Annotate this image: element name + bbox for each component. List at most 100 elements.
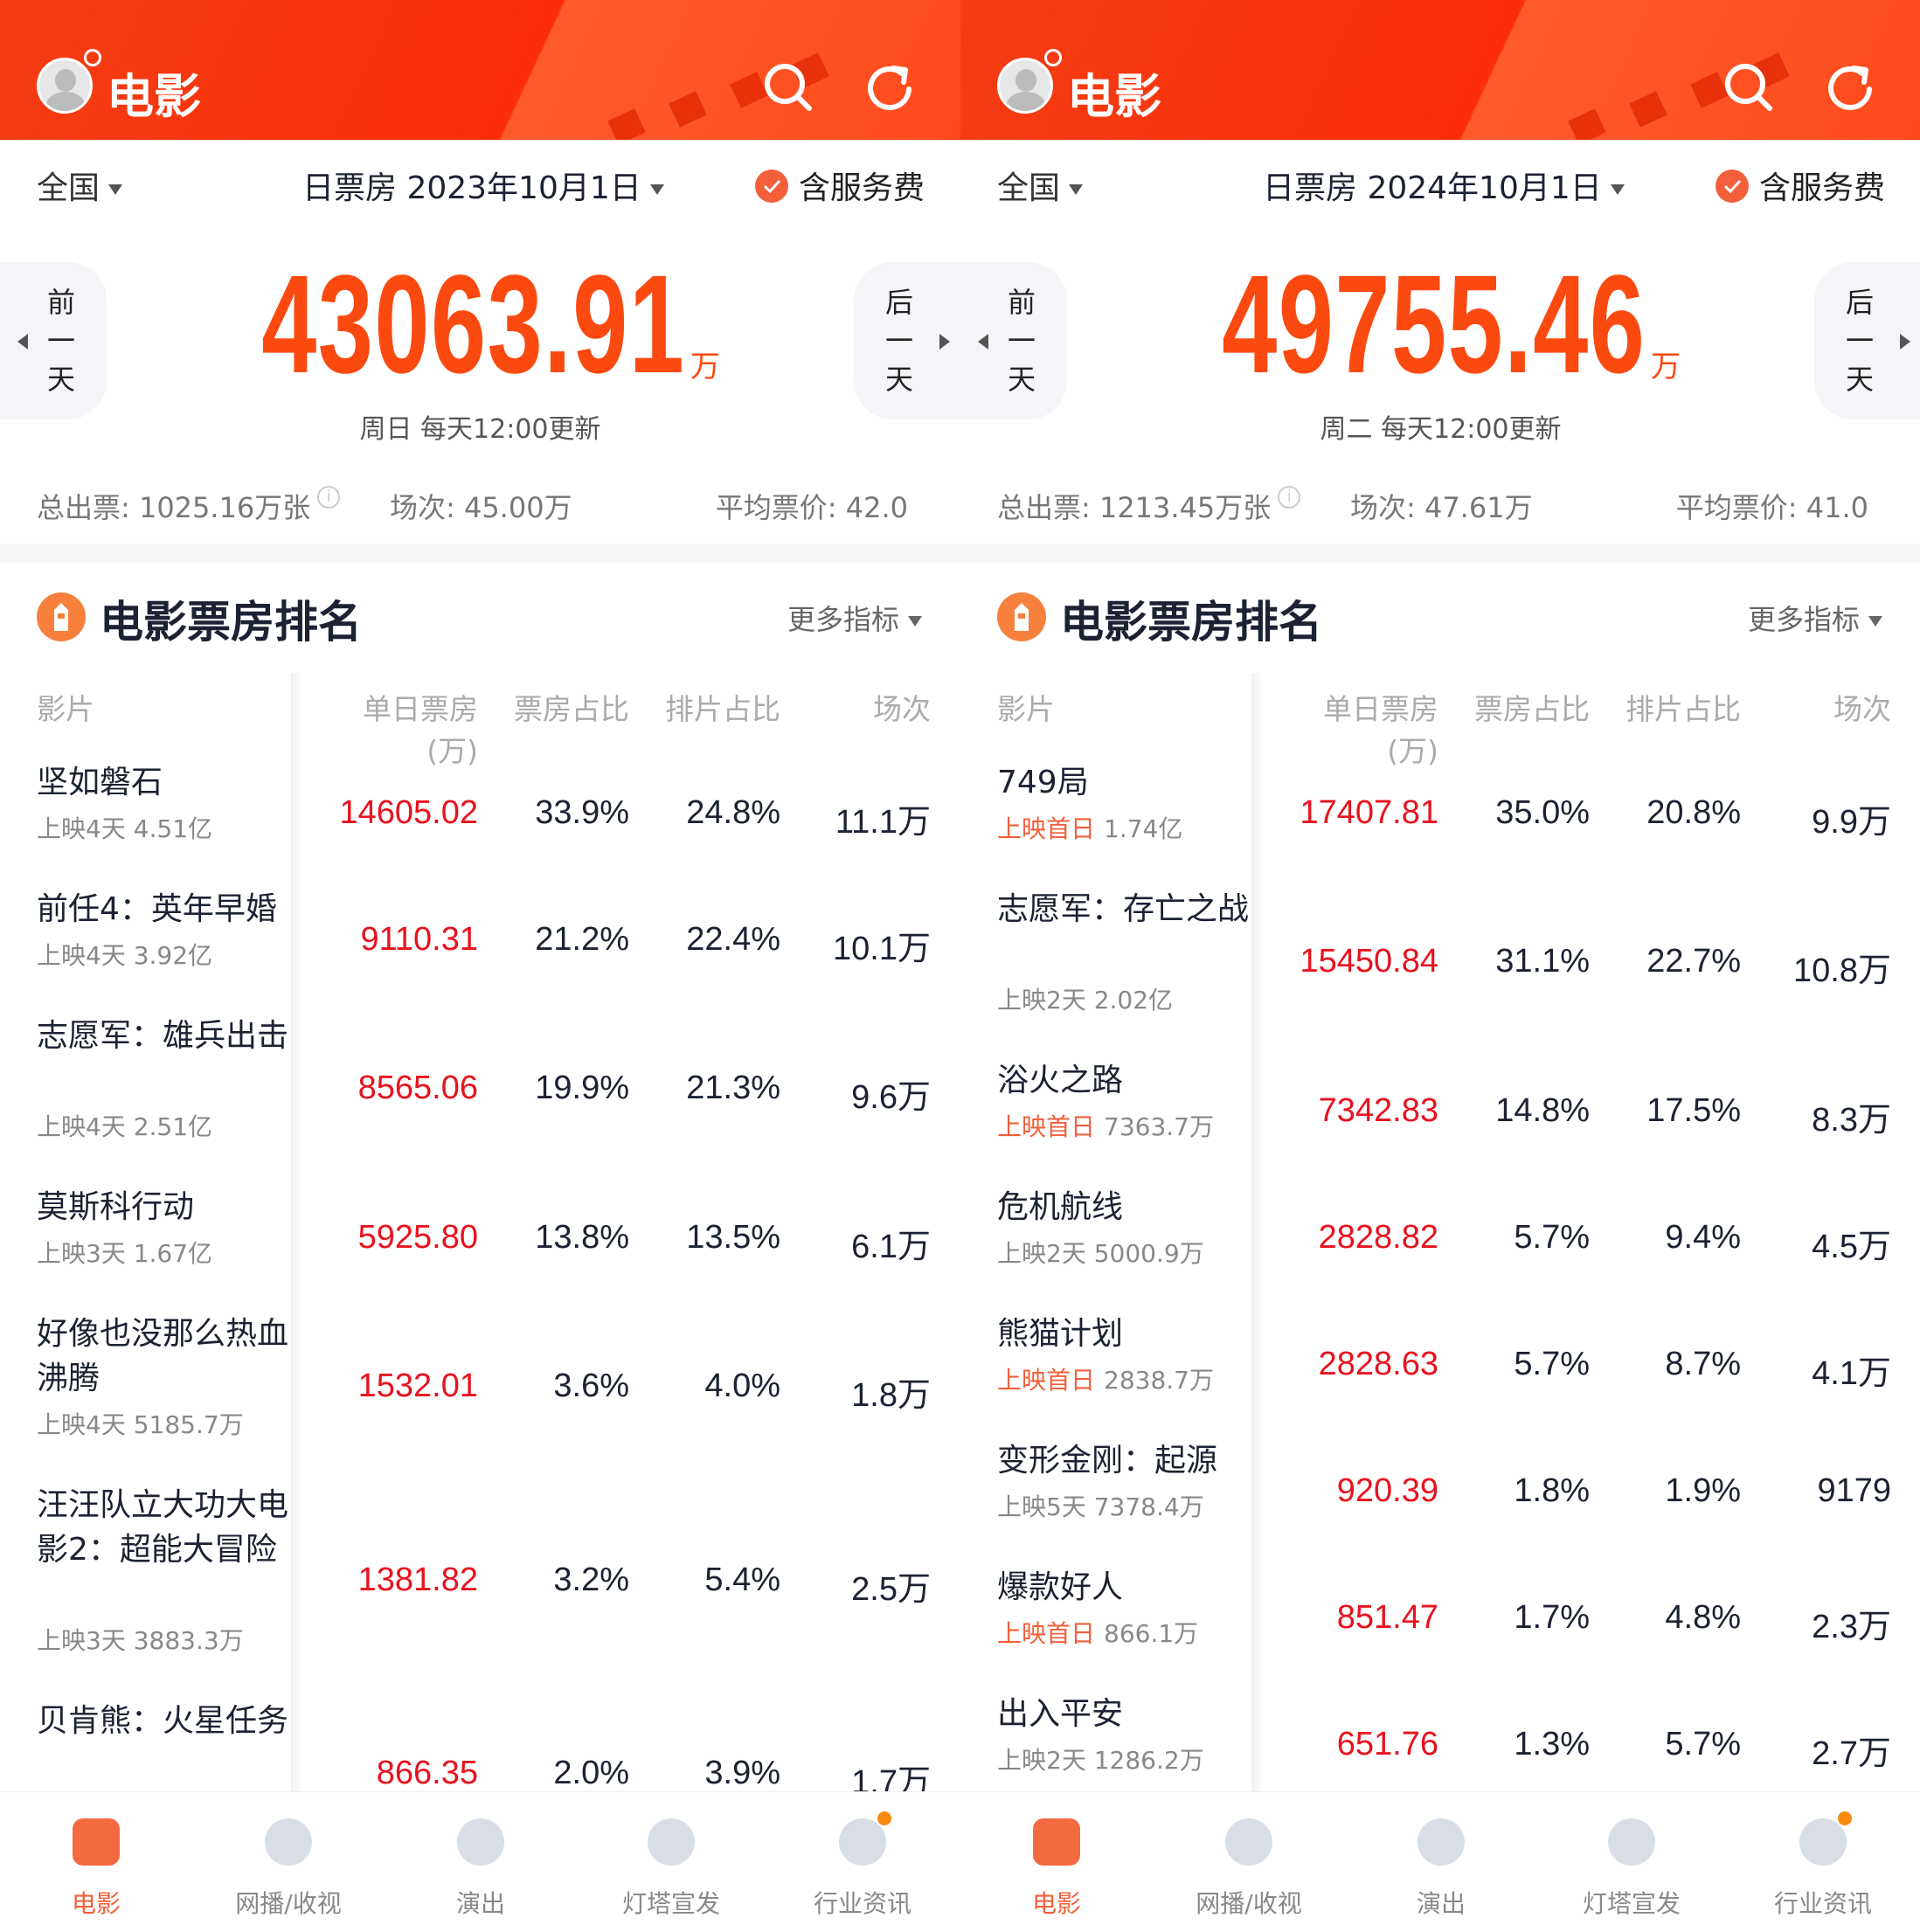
- daily-box-office: 8565.06: [357, 1070, 478, 1106]
- column-header-shows[interactable]: 场次: [873, 692, 931, 726]
- table-row[interactable]: 好像也没那么热血沸腾 上映4天 5185.7万 1532.01 3.6% 4.0% 1.8…: [0, 1312, 960, 1483]
- release-text: 上映4天 4.51亿: [37, 814, 213, 843]
- nav-item[interactable]: 演出: [1371, 1818, 1511, 1920]
- next-day-button[interactable]: 后一天: [1814, 262, 1920, 419]
- column-header-daily[interactable]: 单日票房 (万): [363, 689, 478, 772]
- column-header-bo-share[interactable]: 票房占比: [514, 692, 629, 726]
- table-row[interactable]: 莫斯科行动 上映3天 1.67亿 5925.80 13.8% 13.5% 6.1万: [0, 1185, 960, 1312]
- release-tag: 上映首日: [997, 1112, 1096, 1141]
- column-header-bo-share[interactable]: 票房占比: [1474, 692, 1590, 726]
- column-header-show-share[interactable]: 排片占比: [1625, 692, 1741, 726]
- service-fee-checkbox[interactable]: 含服务费: [755, 163, 930, 208]
- release-text: 上映4天 5185.7万: [37, 1410, 244, 1439]
- region-dropdown[interactable]: 全国: [997, 163, 1084, 208]
- header-title: 电影: [1067, 69, 1161, 124]
- table-row[interactable]: 前任4：英年早婚 上映4天 3.92亿 9110.31 21.2% 22.4% 10.1万: [0, 887, 960, 1014]
- table-row[interactable]: 变形金刚：起源 上映5天 7378.4万 920.39 1.8% 1.9% 9179: [960, 1438, 1920, 1565]
- nav-item[interactable]: 行业资讯: [793, 1811, 932, 1920]
- table-row[interactable]: 浴火之路 上映首日 7363.7万 7342.83 14.8% 17.5% 8.3万: [960, 1058, 1920, 1185]
- nav-item[interactable]: 灯塔宣发: [1562, 1818, 1702, 1920]
- show-share: 21.3%: [686, 1070, 780, 1106]
- film-name[interactable]: 好像也没那么热血沸腾: [37, 1316, 289, 1396]
- prev-day-button[interactable]: 前一天: [960, 262, 1067, 419]
- release-info: 上映3天 1.67亿: [37, 1235, 212, 1270]
- nav-item[interactable]: 网播/收视: [218, 1818, 358, 1920]
- table-row[interactable]: 志愿军：存亡之战 上映2天 2.02亿 15450.84 31.1% 22.7% 10.8…: [960, 887, 1920, 1058]
- film-name[interactable]: 志愿军：存亡之战: [997, 891, 1250, 927]
- table-row[interactable]: 汪汪队立大功大电影2：超能大冒险 上映3天 3883.3万 1381.82 3.2% 5…: [0, 1483, 960, 1699]
- phone-panel: 电影 全国 日票房 2023年10月1日 含服务费前一天后一天 43063.91 万周日 …: [0, 0, 960, 1920]
- app-header: 电影: [960, 0, 1920, 140]
- service-fee-checkbox[interactable]: 含服务费: [1716, 163, 1890, 208]
- nav-item[interactable]: 灯塔宣发: [601, 1818, 741, 1920]
- show-count: 9.6万: [851, 1079, 931, 1116]
- nav-item[interactable]: 电影: [987, 1818, 1126, 1920]
- prev-day-button[interactable]: 前一天: [0, 262, 107, 419]
- ranking-table: 749局 上映首日 1.74亿 17407.81 35.0% 20.8% 9.9万 志愿军：存…: [960, 760, 1920, 1818]
- daily-box-office: 651.76: [1336, 1725, 1438, 1762]
- search-icon[interactable]: [762, 61, 814, 114]
- table-row[interactable]: 749局 上映首日 1.74亿 17407.81 35.0% 20.8% 9.9万: [960, 760, 1920, 887]
- nav-label: 网播/收视: [235, 1889, 342, 1918]
- film-name[interactable]: 莫斯科行动: [37, 1189, 195, 1225]
- nav-label: 行业资讯: [1773, 1889, 1872, 1918]
- lighthouse-icon: [37, 592, 86, 641]
- avatar[interactable]: [37, 58, 93, 114]
- show-count: 10.8万: [1793, 952, 1891, 989]
- next-day-button[interactable]: 后一天: [854, 262, 960, 419]
- chevron-down-icon: [1069, 184, 1084, 195]
- table-row[interactable]: 出入平安 上映2天 1286.2万 651.76 1.3% 5.7% 2.7万: [960, 1692, 1920, 1818]
- total-unit: 万: [690, 350, 720, 384]
- table-row[interactable]: 爆款好人 上映首日 866.1万 851.47 1.7% 4.8% 2.3万: [960, 1565, 1920, 1692]
- avatar[interactable]: [997, 58, 1053, 114]
- show-count: 2.7万: [1812, 1735, 1891, 1772]
- refresh-icon[interactable]: [1824, 61, 1876, 114]
- nav-item[interactable]: 网播/收视: [1179, 1818, 1319, 1920]
- film-name[interactable]: 汪汪队立大功大电影2：超能大冒险: [37, 1487, 289, 1568]
- date-dropdown[interactable]: 日票房 2023年10月1日: [302, 163, 664, 208]
- film-name[interactable]: 贝肯熊：火星任务: [37, 1703, 289, 1739]
- table-row[interactable]: 坚如磐石 上映4天 4.51亿 14605.02 33.9% 24.8% 11.1万: [0, 760, 960, 887]
- total-wrap: 43063.91: [88, 254, 685, 394]
- release-info: 上映2天 5000.9万: [997, 1235, 1204, 1270]
- more-metrics-dropdown[interactable]: 更多指标: [787, 598, 922, 638]
- film-name[interactable]: 熊猫计划: [997, 1316, 1124, 1352]
- lighthouse-icon: [648, 1818, 695, 1866]
- more-metrics-dropdown[interactable]: 更多指标: [1748, 598, 1882, 638]
- info-icon[interactable]: i: [1278, 486, 1301, 509]
- nav-item[interactable]: 行业资讯: [1753, 1811, 1893, 1920]
- film-name[interactable]: 变形金刚：起源: [997, 1443, 1218, 1478]
- film-name[interactable]: 出入平安: [997, 1696, 1124, 1732]
- table-row[interactable]: 志愿军：雄兵出击 上映4天 2.51亿 8565.06 19.9% 21.3% 9.6万: [0, 1014, 960, 1185]
- film-name[interactable]: 坚如磐石: [37, 765, 163, 800]
- nav-item[interactable]: 电影: [26, 1818, 166, 1920]
- release-text: 866.1万: [1104, 1619, 1199, 1648]
- column-header-show-share[interactable]: 排片占比: [665, 692, 780, 726]
- table-row[interactable]: 熊猫计划 上映首日 2838.7万 2828.63 5.7% 8.7% 4.1万: [960, 1312, 1920, 1438]
- daily-box-office: 920.39: [1336, 1472, 1438, 1509]
- release-text: 上映5天 7378.4万: [997, 1492, 1204, 1521]
- nav-item[interactable]: 演出: [411, 1818, 551, 1920]
- region-dropdown[interactable]: 全国: [37, 163, 123, 208]
- table-row[interactable]: 危机航线 上映2天 5000.9万 2828.82 5.7% 9.4% 4.5万: [960, 1185, 1920, 1312]
- box-office-share: 35.0%: [1495, 793, 1590, 831]
- column-header-daily[interactable]: 单日票房 (万): [1323, 689, 1438, 772]
- film-strip-decoration: [1629, 91, 1667, 128]
- film-name[interactable]: 浴火之路: [997, 1063, 1124, 1098]
- search-icon[interactable]: [1722, 61, 1775, 114]
- filter-bar: 全国 日票房 2023年10月1日 含服务费: [0, 163, 960, 208]
- film-name[interactable]: 爆款好人: [997, 1569, 1124, 1605]
- box-office-share: 5.7%: [1514, 1218, 1590, 1256]
- refresh-icon[interactable]: [863, 61, 916, 114]
- film-name[interactable]: 前任4：英年早婚: [37, 891, 277, 927]
- film-name[interactable]: 志愿军：雄兵出击: [37, 1018, 289, 1054]
- film-name[interactable]: 危机航线: [997, 1189, 1124, 1225]
- chevron-down-icon: [908, 616, 922, 627]
- release-info: 上映4天 2.51亿: [37, 1108, 212, 1143]
- film-name[interactable]: 749局: [997, 765, 1089, 800]
- release-text: 上映4天 3.92亿: [37, 941, 213, 970]
- date-dropdown[interactable]: 日票房 2024年10月1日: [1263, 163, 1625, 208]
- column-header-shows[interactable]: 场次: [1833, 692, 1891, 726]
- header-title: 电影: [107, 69, 201, 124]
- info-icon[interactable]: i: [317, 486, 341, 509]
